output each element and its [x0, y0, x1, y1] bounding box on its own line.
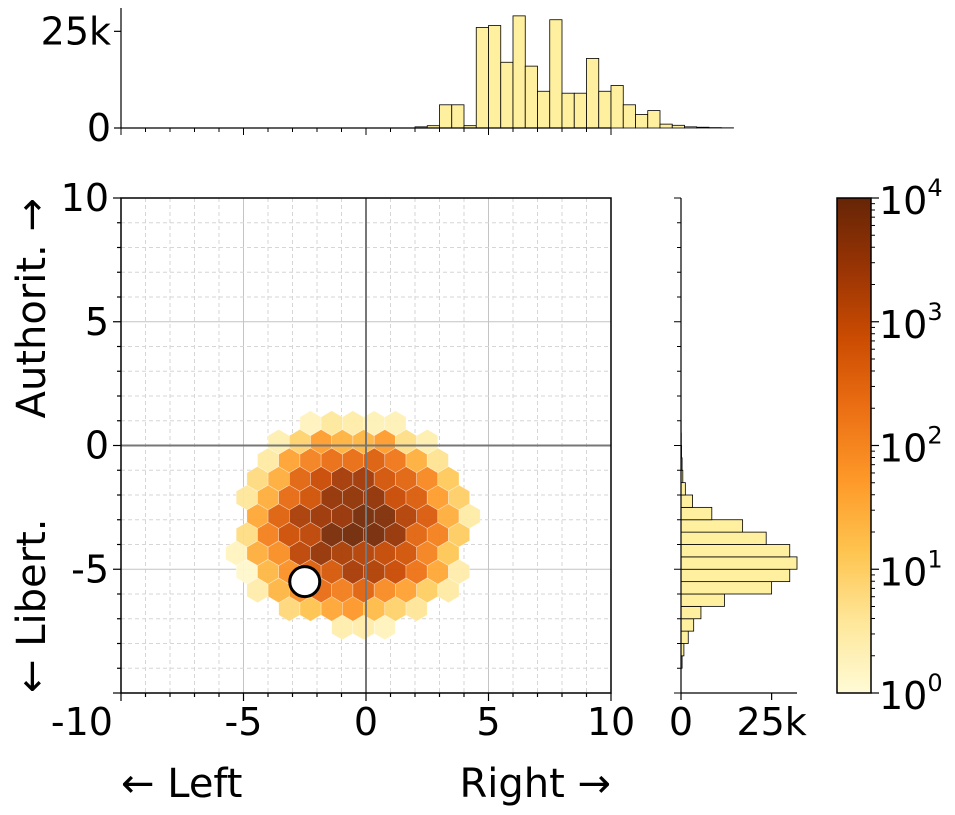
hexbin-plot: -10 -5 0 5 10 -5 0 5 10 [51, 176, 635, 744]
right-histogram-bar [680, 605, 702, 620]
right-histogram-bar [680, 544, 791, 558]
x-tick-label: 5 [476, 700, 500, 744]
right-histogram-xtick-label: 0 [669, 700, 693, 744]
top-histogram-ytick-label: 25k [41, 9, 111, 53]
y-axis-label-top: Authorit. → [9, 198, 55, 418]
colorbar-ticks: 100 101 102 103 104 [871, 174, 943, 718]
top-histogram-bar [524, 65, 538, 129]
position-marker [288, 565, 322, 599]
main-ticks: -10 -5 0 5 10 -5 0 5 10 [51, 176, 635, 744]
top-histogram-bar [598, 90, 612, 129]
x-axis-label-left: ← Left [121, 761, 242, 807]
y-tick-label: 10 [61, 176, 109, 220]
right-histogram-bar [680, 618, 695, 632]
y-axis-label-bottom: ← Libert. [9, 519, 55, 693]
top-histogram-bar [622, 104, 636, 129]
top-histogram-bar [512, 15, 526, 129]
top-histogram-bar [684, 126, 698, 129]
y-tick-label: 5 [85, 300, 109, 344]
colorbar-tick-label: 103 [879, 298, 943, 347]
right-histogram-bar [680, 556, 798, 570]
x-tick-label: -5 [225, 700, 263, 744]
top-histogram-bar [647, 110, 661, 129]
right-histogram-bars [680, 420, 798, 669]
top-histogram: 0 25k [41, 8, 734, 150]
right-histogram-ticks: 0 25k [669, 197, 807, 744]
right-histogram-bar [680, 581, 773, 595]
hexbin-cell [416, 429, 439, 455]
right-histogram-bar [680, 531, 767, 545]
right-histogram-bar [680, 593, 725, 607]
colorbar: 100 101 102 103 104 [836, 174, 943, 718]
right-histogram-bar [680, 568, 791, 583]
right-histogram: 0 25k [669, 197, 807, 744]
top-histogram-bar [439, 104, 453, 129]
y-tick-label: -5 [71, 547, 109, 591]
top-histogram-bars [414, 15, 734, 129]
x-tick-label: 0 [354, 700, 378, 744]
top-histogram-ticks: 0 25k [41, 8, 612, 150]
hexbin-cell [384, 410, 407, 436]
right-histogram-bar [680, 519, 744, 533]
top-histogram-bar [488, 25, 502, 129]
top-histogram-bar [671, 124, 685, 129]
top-histogram-bar [500, 61, 514, 129]
right-histogram-bar [680, 506, 713, 521]
colorbar-tick-label: 101 [879, 545, 943, 594]
x-axis-label-right: Right → [459, 761, 611, 807]
top-histogram-bar [451, 104, 465, 129]
colorbar-tick-label: 102 [879, 422, 943, 471]
top-histogram-ytick-label: 0 [87, 106, 111, 150]
hexbin-cells [225, 410, 481, 641]
colorbar-tick-label: 104 [879, 174, 943, 223]
right-histogram-bar [680, 630, 689, 644]
x-tick-label: 10 [587, 700, 635, 744]
top-histogram-bar [635, 114, 649, 129]
right-histogram-xtick-label: 25k [736, 700, 806, 744]
top-histogram-bar [561, 92, 575, 129]
y-tick-label: 0 [85, 424, 109, 468]
top-histogram-bar [475, 27, 489, 129]
top-histogram-bar [549, 19, 563, 129]
top-histogram-bar [659, 123, 673, 129]
colorbar-tick-label: 100 [879, 669, 943, 718]
right-histogram-bar [680, 494, 694, 508]
top-histogram-bar [610, 85, 624, 129]
colorbar-gradient [836, 197, 872, 694]
right-histogram-bar [680, 482, 686, 496]
x-tick-label: -10 [51, 700, 113, 744]
top-histogram-bar [537, 90, 551, 129]
reference-lines [121, 198, 611, 693]
top-histogram-bar [586, 58, 600, 129]
top-histogram-bar [573, 92, 587, 129]
top-histogram-bar [696, 126, 710, 129]
